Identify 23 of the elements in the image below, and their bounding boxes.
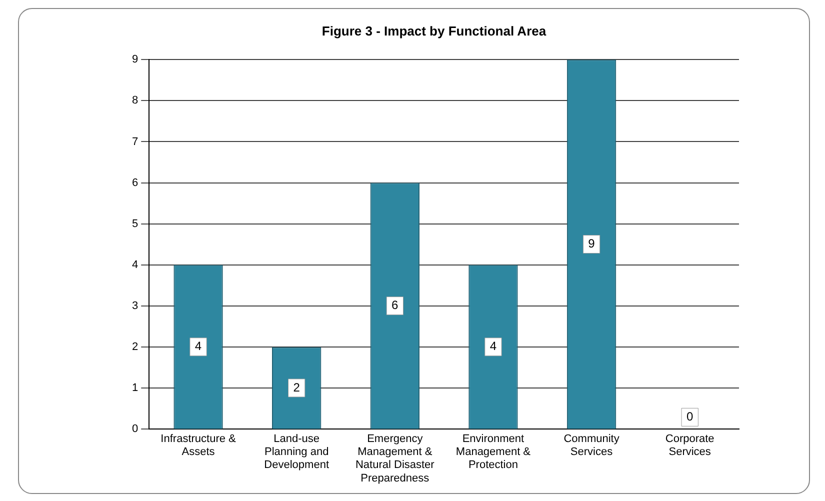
data-label: 0	[686, 410, 694, 424]
x-tick-label: Emergency Management & Natural Disaster Preparedness	[355, 432, 435, 484]
data-label: 2	[293, 380, 300, 394]
y-tick-label: 0	[132, 423, 138, 436]
x-tick-label: Corporate Services	[665, 432, 714, 458]
data-label: 9	[588, 236, 596, 251]
y-tick-label: 2	[132, 341, 138, 354]
data-label: 4	[490, 339, 497, 354]
y-tick-label: 5	[132, 218, 138, 230]
y-tick-label: 8	[132, 94, 138, 107]
y-tick-label: 9	[132, 54, 138, 66]
y-tick-label: 3	[132, 300, 138, 312]
x-tick-label: Environment Management & Protection	[456, 432, 532, 472]
x-tick-label: Land-use Planning and Development	[264, 432, 329, 472]
chart-title: Figure 3 - Impact by Functional Area	[322, 23, 547, 38]
x-tick-label: Infrastructure & Assets	[160, 432, 237, 458]
y-tick-label: 4	[132, 258, 138, 271]
y-tick-label: 7	[132, 136, 138, 148]
data-label: 4	[194, 339, 202, 354]
data-label: 6	[392, 298, 399, 312]
y-tick-label: 1	[132, 382, 138, 394]
y-tick-label: 6	[132, 176, 138, 189]
x-tick-label: Community Services	[564, 432, 620, 458]
